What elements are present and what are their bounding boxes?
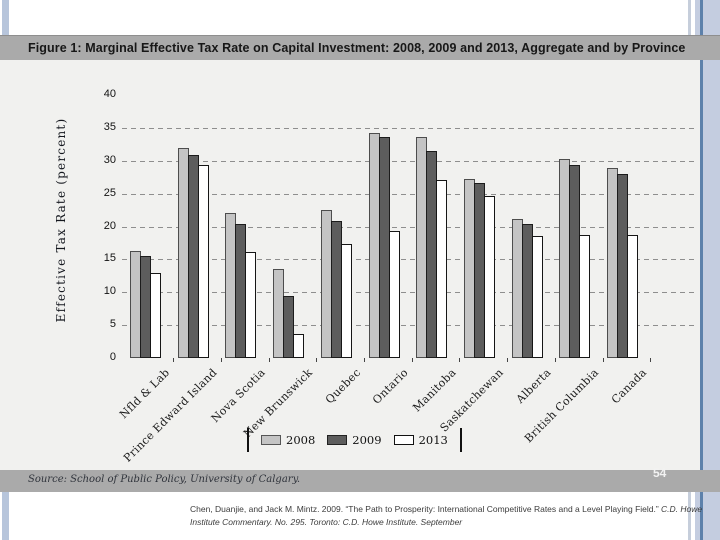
x-axis-tick	[173, 358, 175, 362]
bar	[245, 252, 257, 358]
source-bar: Source: School of Public Policy, Univers…	[0, 466, 720, 492]
y-tick-label: 20	[103, 219, 116, 232]
gridline	[122, 292, 695, 294]
x-tick-label: Ontario	[369, 366, 411, 407]
legend-label: 2013	[418, 433, 448, 447]
citation: Chen, Duanjie, and Jack M. Mintz. 2009. …	[190, 503, 706, 528]
figure-title: Figure 1: Marginal Effective Tax Rate on…	[28, 41, 686, 55]
y-tick-label: 5	[109, 318, 116, 331]
bar	[283, 295, 295, 358]
bar	[197, 165, 209, 358]
x-axis-tick	[507, 358, 509, 362]
legend-label: 2009	[352, 433, 382, 447]
page-number: 54	[653, 466, 667, 480]
x-axis-tick	[650, 358, 652, 362]
legend-item: 2013	[393, 433, 448, 447]
x-axis-tick	[554, 358, 556, 362]
y-tick-label: 15	[103, 252, 116, 265]
gridline	[122, 226, 695, 228]
y-tick-label: 0	[109, 351, 116, 363]
right-accent-dark-line	[700, 0, 703, 540]
x-axis-tick	[459, 358, 461, 362]
bar	[388, 231, 400, 358]
bar	[579, 235, 591, 358]
gridline	[122, 160, 695, 162]
citation-normal: Chen, Duanjie, and Jack M. Mintz. 2009. …	[190, 504, 662, 514]
x-axis-tick	[411, 358, 413, 362]
plot: 0 5 10 15 20 25 30 35 40 Nfld & Lab Prince Edward …	[0, 60, 700, 470]
y-tick-label: 40	[103, 88, 116, 101]
legend-label: 2008	[286, 433, 316, 447]
x-axis-tick	[268, 358, 270, 362]
x-axis-tick	[316, 358, 318, 362]
bar	[531, 235, 543, 358]
bar	[483, 195, 495, 358]
bar	[293, 333, 305, 358]
legend: 2008 2009 2013	[247, 428, 462, 452]
legend-swatch	[393, 435, 414, 445]
y-tick-label: 35	[103, 120, 116, 133]
x-axis-tick	[602, 358, 604, 362]
gridline	[122, 127, 695, 129]
x-tick-label: Quebec	[322, 366, 364, 407]
legend-item: 2009	[327, 433, 382, 447]
bar	[627, 235, 638, 358]
legend-swatch	[327, 435, 348, 445]
gridline	[122, 325, 695, 327]
x-tick-label: Prince Edward Island	[121, 366, 220, 465]
x-tick-label: Canada	[608, 366, 650, 407]
source-note: Source: School of Public Policy, Univers…	[28, 474, 301, 485]
bar	[436, 179, 448, 358]
x-tick-label: Alberta	[513, 366, 554, 406]
figure-title-bar: Figure 1: Marginal Effective Tax Rate on…	[0, 35, 720, 60]
legend-swatch	[261, 435, 281, 445]
y-tick-label: 25	[103, 186, 116, 199]
gridline	[122, 193, 695, 195]
y-tick-label: 30	[103, 153, 116, 166]
bar	[150, 272, 161, 358]
x-axis-tick	[364, 358, 365, 362]
gridline	[122, 259, 695, 261]
citation-italic: C.D. Howe Institute Commentary. No. 295.…	[190, 504, 703, 527]
x-axis-tick	[220, 358, 222, 362]
y-tick-label: 10	[103, 285, 116, 298]
chart-area: Effective Tax Rate (percent) 0 5 10 15 20 25 3…	[0, 60, 700, 470]
bar	[340, 244, 352, 358]
legend-item: 2008	[261, 433, 315, 447]
x-tick-label: Manitoba	[409, 366, 459, 415]
